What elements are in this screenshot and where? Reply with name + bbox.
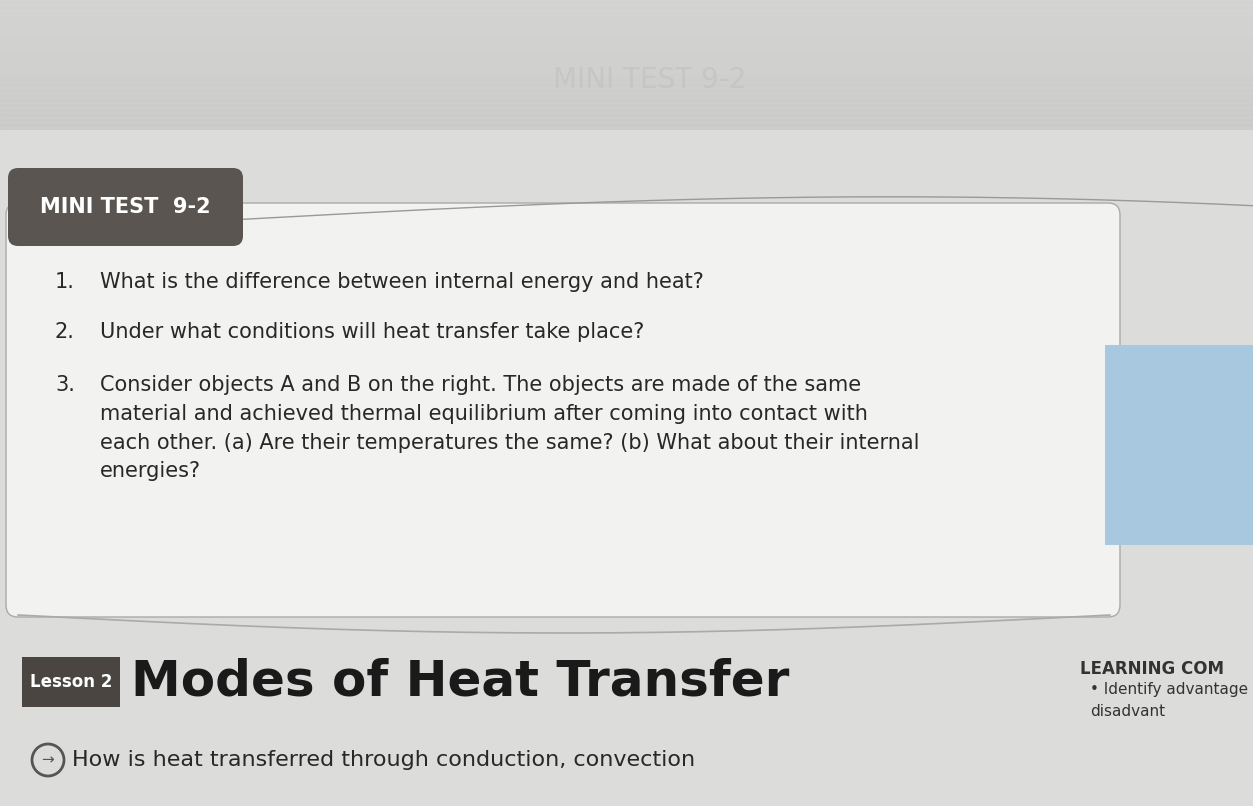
Text: LEARNING COM: LEARNING COM	[1080, 660, 1224, 678]
FancyBboxPatch shape	[1105, 345, 1253, 545]
FancyBboxPatch shape	[6, 203, 1120, 617]
Text: →: →	[41, 753, 54, 767]
Text: MINI TEST  9-2: MINI TEST 9-2	[40, 197, 211, 217]
Text: 3.: 3.	[55, 375, 75, 395]
Text: • Identify advantage: • Identify advantage	[1090, 682, 1248, 697]
Text: MINI TEST 9-2: MINI TEST 9-2	[554, 66, 747, 94]
Text: Modes of Heat Transfer: Modes of Heat Transfer	[132, 658, 789, 706]
FancyBboxPatch shape	[23, 657, 120, 707]
Text: disadvant: disadvant	[1090, 704, 1165, 719]
Text: How is heat transferred through conduction, convection: How is heat transferred through conducti…	[71, 750, 695, 770]
FancyBboxPatch shape	[8, 168, 243, 246]
Text: Under what conditions will heat transfer take place?: Under what conditions will heat transfer…	[100, 322, 644, 342]
Text: 2.: 2.	[55, 322, 75, 342]
Text: Consider objects A and B on the right. The objects are made of the same
material: Consider objects A and B on the right. T…	[100, 375, 920, 481]
Text: What is the difference between internal energy and heat?: What is the difference between internal …	[100, 272, 704, 292]
FancyBboxPatch shape	[0, 130, 1253, 806]
Text: 1.: 1.	[55, 272, 75, 292]
Text: Lesson 2: Lesson 2	[30, 673, 113, 691]
